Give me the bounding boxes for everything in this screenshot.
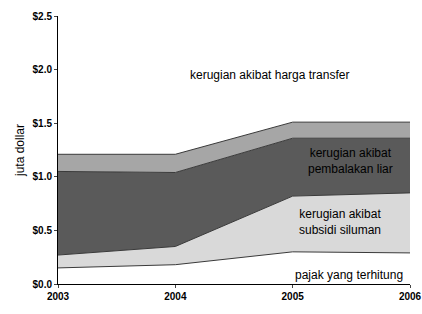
svg-text:2006: 2006 (399, 291, 422, 302)
svg-text:pajak yang terhitung: pajak yang terhitung (295, 268, 403, 282)
svg-text:2003: 2003 (47, 291, 70, 302)
svg-text:$0.5: $0.5 (33, 225, 53, 236)
svg-text:$2.0: $2.0 (33, 64, 53, 75)
svg-text:$2.5: $2.5 (33, 11, 53, 22)
svg-text:$1.0: $1.0 (33, 171, 53, 182)
svg-text:$1.5: $1.5 (33, 118, 53, 129)
svg-text:kerugian akibatsubsidi siluman: kerugian akibatsubsidi siluman (299, 207, 381, 237)
svg-text:2005: 2005 (282, 291, 305, 302)
svg-text:2004: 2004 (164, 291, 187, 302)
svg-text:kerugian akibatpembalakan liar: kerugian akibatpembalakan liar (308, 146, 393, 176)
svg-text:$0.0: $0.0 (33, 279, 53, 290)
svg-text:kerugian akibat harga transfer: kerugian akibat harga transfer (190, 68, 349, 82)
svg-text:juta dollar: juta dollar (13, 124, 27, 177)
